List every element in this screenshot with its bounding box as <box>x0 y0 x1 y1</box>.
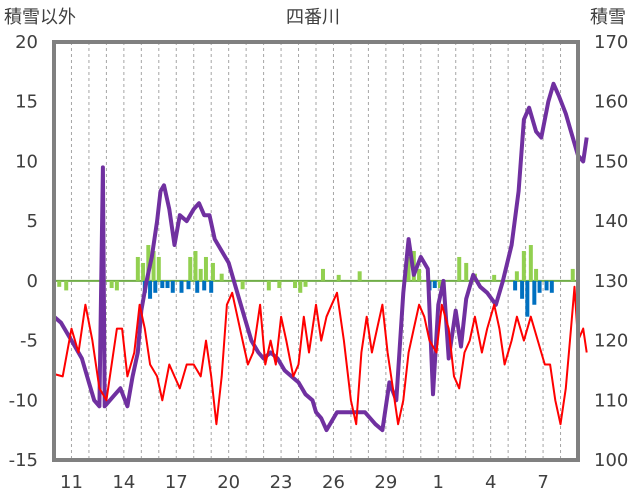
x-tick-label: 4 <box>485 472 496 493</box>
precip_lower-bar <box>179 280 184 293</box>
x-tick-label: 1 <box>433 472 444 493</box>
precip_upper-bar <box>219 273 224 281</box>
right-axis-title: 積雪 <box>590 7 626 28</box>
precip_upper-bar <box>303 280 308 287</box>
right-tick-label: 140 <box>594 211 628 232</box>
precip_lower-bar <box>544 280 549 291</box>
right-tick-label: 110 <box>594 390 628 411</box>
precip_lower-bar <box>525 280 530 317</box>
precip_upper-bar <box>266 280 271 291</box>
precip_upper-bar <box>198 268 203 281</box>
precip_lower-bar <box>209 280 214 293</box>
precip_lower-bar <box>549 280 554 293</box>
precip_upper-bar <box>570 268 575 281</box>
precip_upper-bar <box>135 256 140 281</box>
right-tick-label: 130 <box>594 271 628 292</box>
precip_upper-bar <box>146 245 151 281</box>
right-tick-label: 170 <box>594 32 628 53</box>
precip_lower-bar <box>148 280 153 299</box>
precip_lower-bar <box>195 280 200 293</box>
x-tick-label: 23 <box>270 472 293 493</box>
x-tick-label: 26 <box>322 472 345 493</box>
precip_upper-bar <box>114 280 119 291</box>
left-tick-label: 10 <box>15 151 38 172</box>
precip_lower-bar <box>537 280 542 293</box>
left-tick-label: 0 <box>27 271 38 292</box>
precip_upper-bar <box>109 280 114 289</box>
precip_upper-bar <box>417 268 422 281</box>
left-tick-label: 15 <box>15 92 38 113</box>
precip_upper-bar <box>141 262 146 281</box>
x-tick-label: 14 <box>112 472 135 493</box>
precip_upper-bar <box>457 256 462 281</box>
precip_upper-bar <box>336 274 341 281</box>
precip_upper-bar <box>156 256 161 281</box>
precip_lower-bar <box>532 280 537 305</box>
x-tick-label: 7 <box>537 472 548 493</box>
precip_lower-bar <box>153 280 158 293</box>
precip_upper-bar <box>57 280 62 287</box>
precip_upper-bar <box>64 280 69 291</box>
right-tick-label: 100 <box>594 450 628 471</box>
precip_upper-bar <box>277 280 282 289</box>
chart-title: 四番川 <box>286 7 340 28</box>
left-tick-label: -10 <box>9 390 38 411</box>
x-tick-label: 20 <box>217 472 240 493</box>
snow_depth-line <box>52 81 589 433</box>
precip_lower-bar <box>202 280 207 291</box>
precip_lower-bar <box>186 280 191 290</box>
precip_upper-bar <box>203 256 208 281</box>
precip_lower-bar <box>165 280 170 289</box>
precip_upper-bar <box>534 268 539 281</box>
precip_upper-bar <box>193 251 198 281</box>
left-tick-label: -15 <box>9 450 38 471</box>
precip_upper-bar <box>240 280 245 290</box>
left-tick-label: 5 <box>27 211 38 232</box>
precip_upper-bar <box>514 271 519 281</box>
precip_upper-bar <box>151 251 156 281</box>
precip_lower-bar <box>170 280 175 293</box>
precip_upper-bar <box>357 271 362 281</box>
right-tick-label: 120 <box>594 331 628 352</box>
precip_upper-bar <box>521 251 526 281</box>
precip_upper-bar <box>293 280 298 289</box>
precip_lower-bar <box>513 280 518 291</box>
x-tick-label: 29 <box>374 472 397 493</box>
precip_upper-bar <box>464 262 469 281</box>
temperature-line <box>53 285 588 426</box>
precip_upper-bar <box>298 280 303 293</box>
precip_upper-bar <box>320 268 325 281</box>
precip_lower-bar <box>432 280 437 289</box>
precip_lower-bar <box>160 280 165 289</box>
left-tick-label: -5 <box>20 331 38 352</box>
right-tick-label: 150 <box>594 151 628 172</box>
precip_upper-bar <box>406 256 411 281</box>
plot-frame <box>52 40 580 462</box>
precip_upper-bar <box>528 245 533 281</box>
x-tick-label: 17 <box>165 472 188 493</box>
precip_upper-bar <box>438 280 443 289</box>
right-tick-label: 160 <box>594 92 628 113</box>
x-tick-label: 11 <box>60 472 83 493</box>
left-tick-label: 20 <box>15 32 38 53</box>
precip_lower-bar <box>520 280 525 299</box>
left-axis-title: 積雪以外 <box>4 7 76 28</box>
precip_upper-bar <box>210 262 215 281</box>
precip_upper-bar <box>188 256 193 281</box>
precip_upper-bar <box>492 274 497 281</box>
